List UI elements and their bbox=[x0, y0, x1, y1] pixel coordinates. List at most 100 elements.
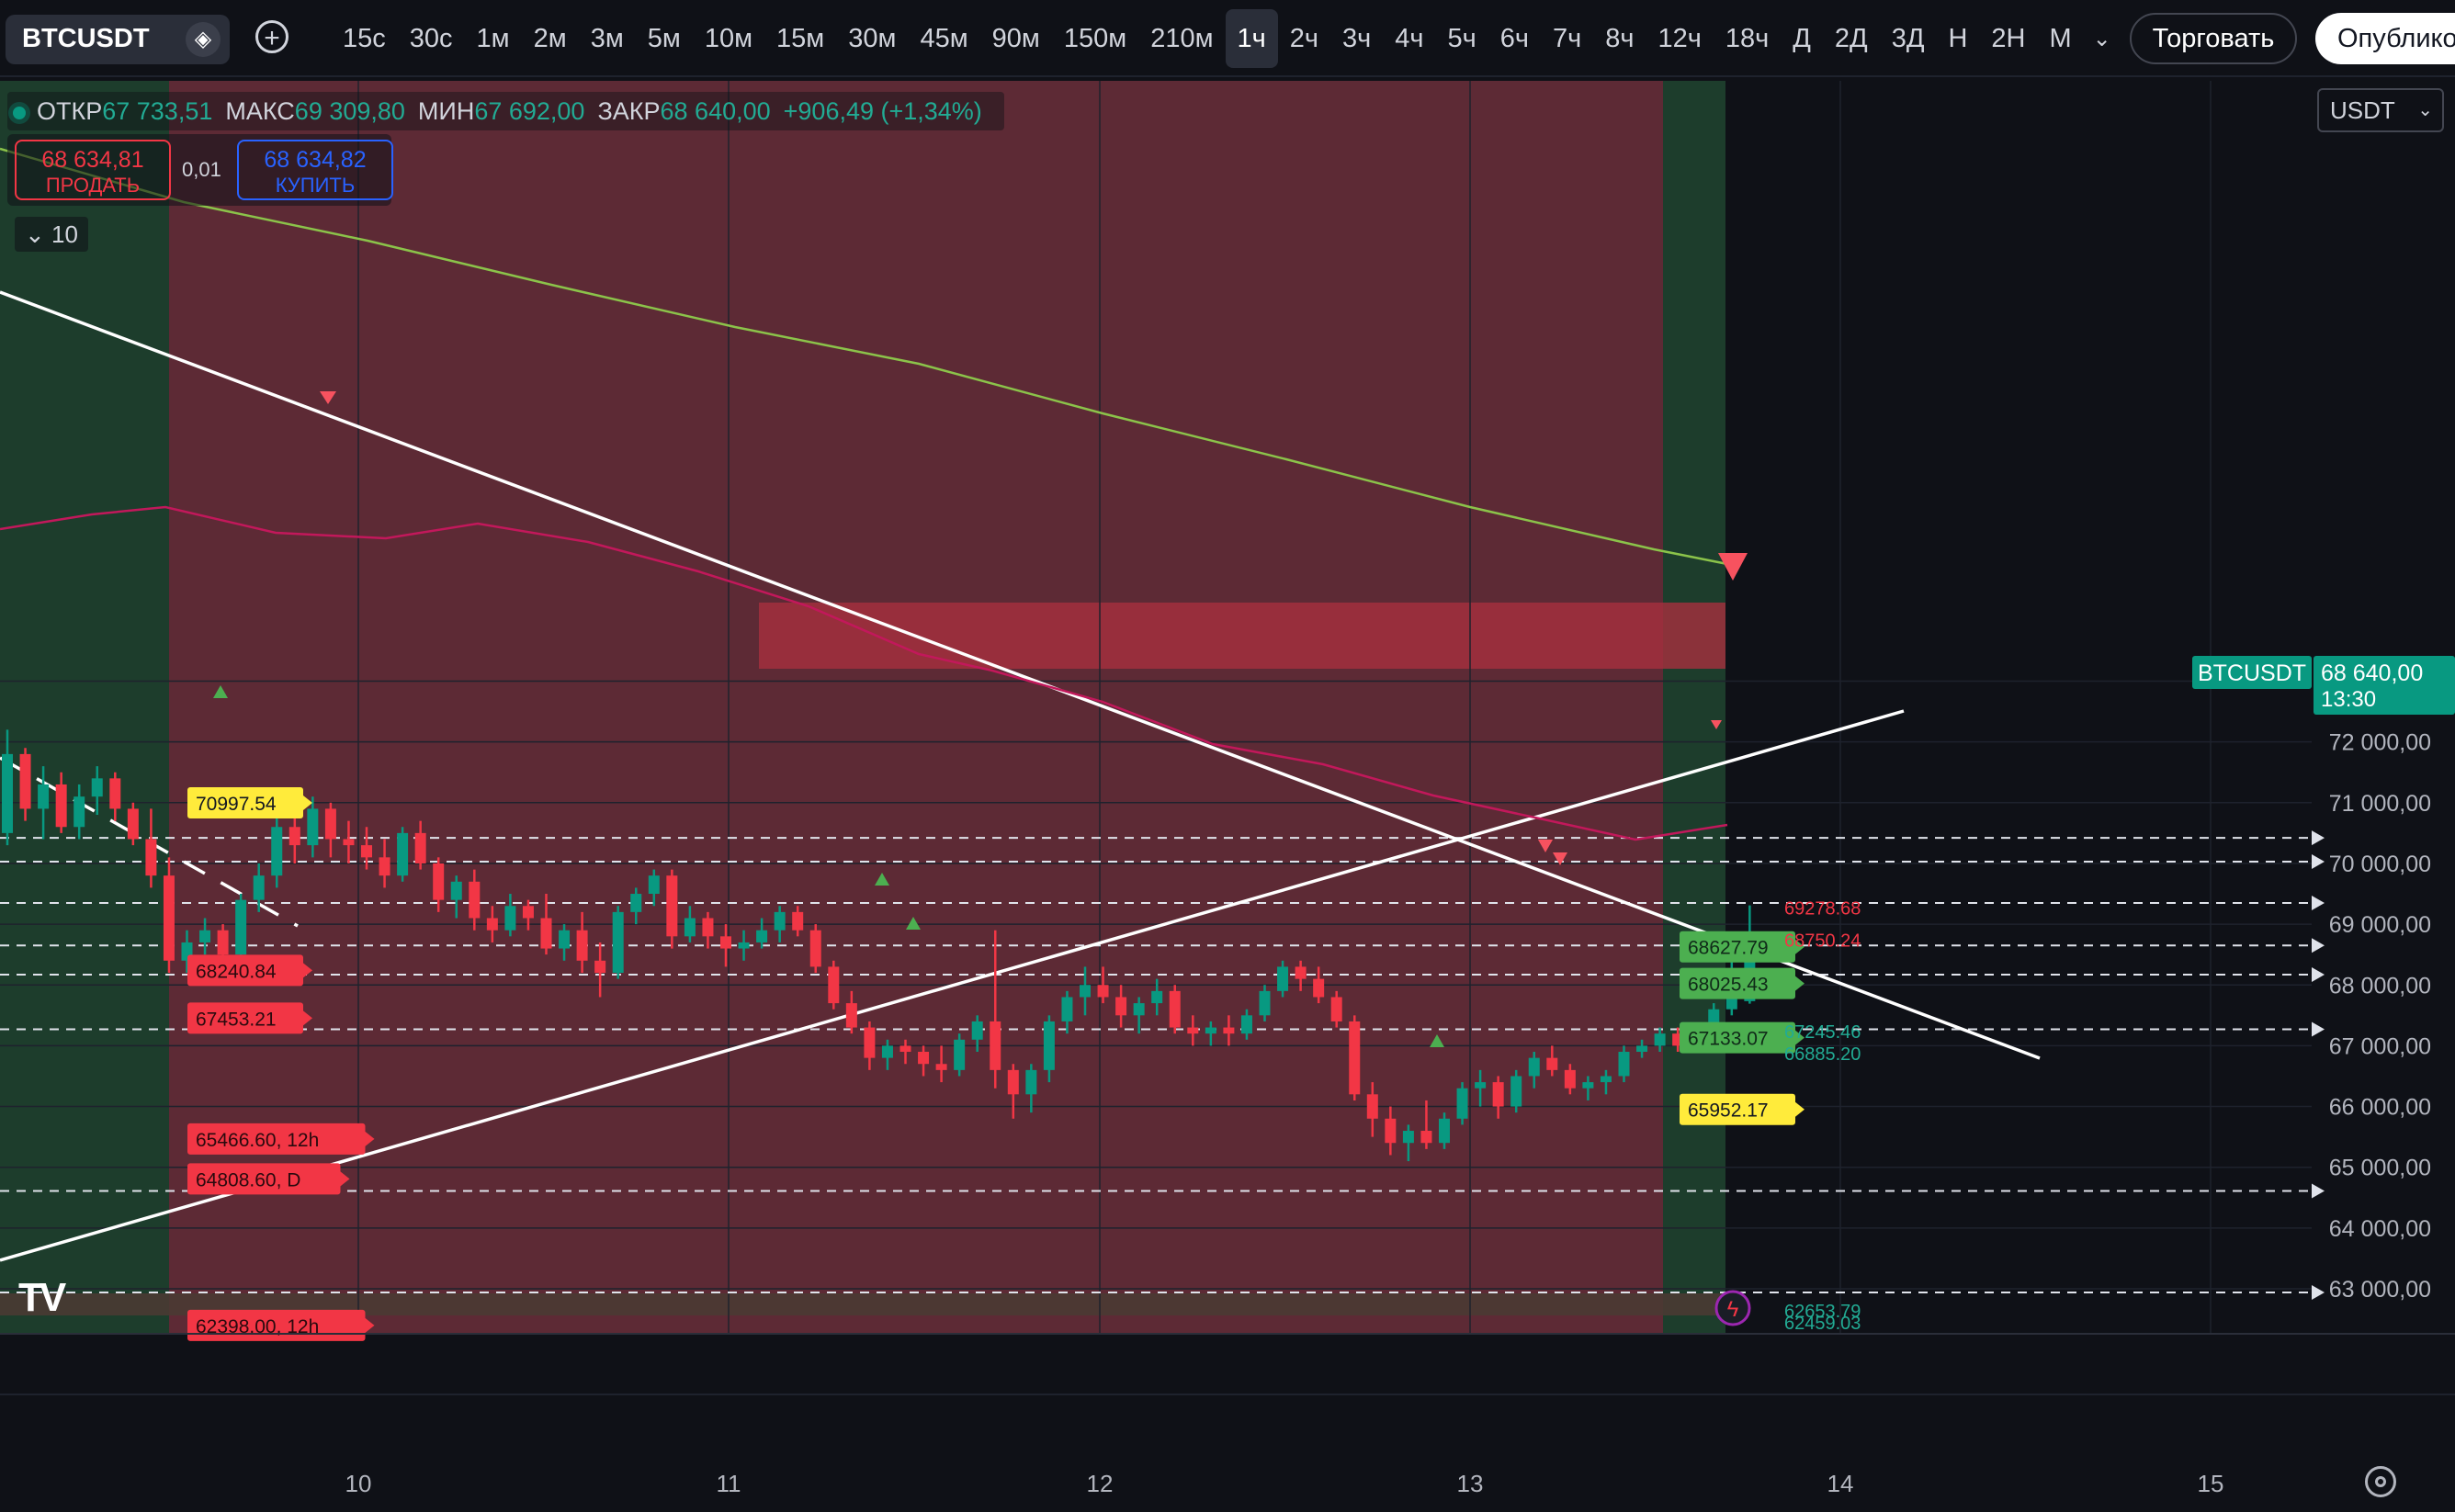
timeframe-12ч[interactable]: 12ч bbox=[1657, 24, 1702, 53]
price-tick-label: 66 000,00 bbox=[2329, 1095, 2431, 1121]
timeframe-2Д[interactable]: 2Д bbox=[1834, 24, 1868, 53]
last-price-marker[interactable]: BTCUSDT 68 640,00 13:30 bbox=[2192, 656, 2455, 715]
price-tick-label: 64 000,00 bbox=[2329, 1216, 2431, 1242]
candle bbox=[450, 875, 462, 919]
candle bbox=[1366, 1082, 1378, 1137]
high-value: 69 309,80 bbox=[294, 97, 405, 125]
gear-icon[interactable] bbox=[2365, 1466, 2396, 1497]
time-tick-label: 14 bbox=[1827, 1470, 1854, 1497]
candle bbox=[594, 942, 606, 998]
candle bbox=[1564, 1064, 1576, 1095]
price-label: 67133.07 bbox=[1680, 1021, 1804, 1054]
candle bbox=[612, 906, 624, 979]
timeframe-150м[interactable]: 150м bbox=[1063, 24, 1127, 53]
timeframe-210м[interactable]: 210м bbox=[1150, 24, 1214, 53]
candle bbox=[684, 906, 696, 942]
level-arrow bbox=[2312, 967, 2325, 983]
tradingview-logo-icon[interactable]: TV bbox=[18, 1275, 66, 1320]
price-tick-label: 68 000,00 bbox=[2329, 973, 2431, 999]
plus-icon[interactable]: + bbox=[255, 20, 288, 53]
candle bbox=[324, 802, 336, 858]
spread-value: 0,01 bbox=[182, 158, 221, 181]
publish-button[interactable]: Опубликовать bbox=[2315, 13, 2455, 64]
alert-icon[interactable]: ϟ bbox=[1714, 1290, 1751, 1326]
candle bbox=[414, 820, 426, 870]
timeframe-Д[interactable]: Д bbox=[1793, 24, 1811, 53]
candle bbox=[971, 1015, 983, 1053]
timeframe-90м[interactable]: 90м bbox=[991, 24, 1040, 53]
timeframe-7ч[interactable]: 7ч bbox=[1553, 24, 1582, 53]
candle bbox=[91, 766, 103, 816]
candle bbox=[1636, 1039, 1648, 1058]
sell-button[interactable]: 68 634,81 ПРОДАТЬ bbox=[15, 140, 171, 200]
candle bbox=[1151, 978, 1163, 1016]
candle bbox=[738, 930, 750, 961]
timeframe-2Н[interactable]: 2Н bbox=[1991, 24, 2026, 53]
market-status-icon[interactable] bbox=[13, 106, 26, 119]
price-label: 70997.54 bbox=[187, 786, 312, 818]
candle bbox=[1240, 1009, 1252, 1040]
svg-text:68627.79: 68627.79 bbox=[1688, 938, 1769, 959]
candle bbox=[1582, 1076, 1594, 1100]
chevron-down-icon: ⌄ bbox=[2417, 100, 2433, 120]
candle bbox=[235, 894, 247, 961]
svg-text:68240.84: 68240.84 bbox=[196, 961, 277, 982]
timeframe-1м[interactable]: 1м bbox=[476, 24, 510, 53]
candle bbox=[469, 869, 481, 931]
timeframe-5ч[interactable]: 5ч bbox=[1447, 24, 1476, 53]
sell-signal-marker bbox=[1553, 852, 1567, 865]
timeframe-М[interactable]: М bbox=[2049, 24, 2072, 53]
timeframe-30м[interactable]: 30м bbox=[848, 24, 897, 53]
trade-button[interactable]: Торговать bbox=[2130, 13, 2297, 64]
timeframe-3м[interactable]: 3м bbox=[590, 24, 624, 53]
small-price-label: 69278.68 bbox=[1784, 899, 1861, 920]
price-tick-label: 65 000,00 bbox=[2329, 1156, 2431, 1181]
candle bbox=[1475, 1069, 1487, 1107]
timeframe-2м[interactable]: 2м bbox=[533, 24, 567, 53]
timeframe-30с[interactable]: 30с bbox=[409, 24, 453, 53]
candle bbox=[1618, 1045, 1630, 1083]
timeframe-10м[interactable]: 10м bbox=[704, 24, 753, 53]
ohlc-legend: ОТКР67 733,51 МАКС69 309,80 МИН67 692,00 ЗА… bbox=[7, 92, 1004, 130]
price-chart[interactable]: 70997.54 68240.84 67453.21 65466.60, 12h 648… bbox=[0, 77, 2455, 1512]
timeframe-15с[interactable]: 15с bbox=[343, 24, 386, 53]
timeframe-3ч[interactable]: 3ч bbox=[1342, 24, 1372, 53]
price-label: 64808.60, D bbox=[187, 1163, 350, 1195]
timeframe-5м[interactable]: 5м bbox=[647, 24, 681, 53]
chevron-down-icon[interactable]: ⌄ bbox=[2092, 26, 2111, 51]
level-arrow bbox=[2312, 1183, 2325, 1199]
symbol-search-button[interactable]: BTCUSDT ◈ bbox=[6, 15, 230, 64]
candle bbox=[1080, 966, 1091, 1016]
candle bbox=[343, 820, 355, 863]
timeframe-8ч[interactable]: 8ч bbox=[1605, 24, 1635, 53]
bar-countdown: 13:30 bbox=[2321, 687, 2376, 712]
timeframe-6ч[interactable]: 6ч bbox=[1499, 24, 1530, 53]
currency-select[interactable]: USDT ⌄ bbox=[2317, 88, 2444, 132]
time-axis[interactable]: 10 11 12 13 14 15 bbox=[0, 1333, 2455, 1497]
timeframe-45м[interactable]: 45м bbox=[920, 24, 968, 53]
candle bbox=[809, 924, 821, 974]
level-arrow bbox=[2312, 853, 2325, 869]
timeframe-4ч[interactable]: 4ч bbox=[1395, 24, 1424, 53]
candle bbox=[397, 827, 409, 882]
candle bbox=[774, 906, 786, 942]
timeframe-2ч[interactable]: 2ч bbox=[1289, 24, 1319, 53]
candle bbox=[504, 894, 516, 937]
diamond-icon[interactable]: ◈ bbox=[186, 22, 221, 57]
timeframe-3Д[interactable]: 3Д bbox=[1891, 24, 1925, 53]
timeframe-1ч[interactable]: 1ч bbox=[1225, 9, 1278, 68]
ma-fast-line bbox=[0, 505, 1728, 841]
timeframe-15м[interactable]: 15м bbox=[776, 24, 825, 53]
price-label: 62398.00, 12h bbox=[187, 1309, 375, 1341]
candle bbox=[1510, 1069, 1522, 1113]
svg-text:67133.07: 67133.07 bbox=[1688, 1029, 1769, 1050]
candle bbox=[2, 729, 13, 846]
candle bbox=[756, 918, 768, 949]
svg-text:70997.54: 70997.54 bbox=[196, 794, 277, 815]
last-price-symbol-tag bbox=[2192, 656, 2312, 689]
timeframe-18ч[interactable]: 18ч bbox=[1725, 24, 1770, 53]
buy-button[interactable]: 68 634,82 КУПИТЬ bbox=[237, 140, 393, 200]
timeframe-Н[interactable]: Н bbox=[1948, 24, 1968, 53]
descending-trendline bbox=[0, 290, 2041, 1060]
indicators-collapse-button[interactable]: ⌄ 10 bbox=[15, 217, 88, 252]
